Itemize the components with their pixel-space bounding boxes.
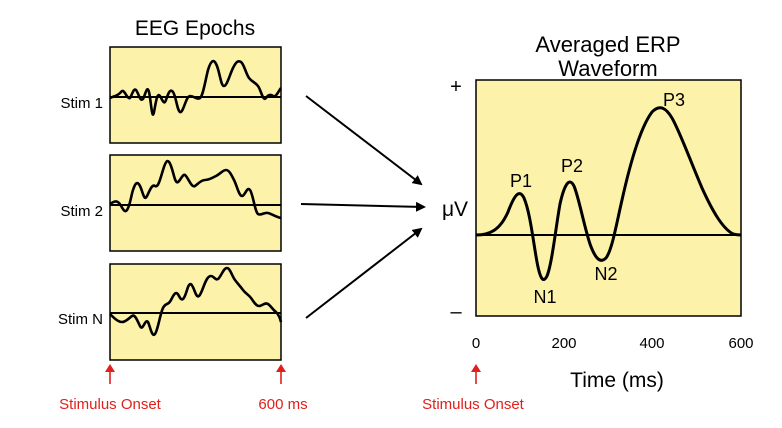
peak-label-p3: P3 [663, 90, 685, 110]
peak-label-n1: N1 [533, 287, 556, 307]
epoch-label-3: Stim N [58, 311, 103, 328]
x-tick-600: 600 [728, 335, 753, 352]
epoch-onset-arrow [105, 364, 115, 384]
epoch-label-2: Stim 2 [60, 203, 103, 220]
peak-label-p2: P2 [561, 156, 583, 176]
epoch-label-1: Stim 1 [60, 95, 103, 112]
epoch-trace-1 [109, 59, 283, 116]
epoch-trace-2 [109, 159, 282, 220]
erp-title-line-1: Averaged ERP [535, 32, 680, 57]
x-tick-0: 0 [472, 335, 480, 352]
x-tick-400: 400 [639, 335, 664, 352]
x-axis-label: Time (ms) [570, 369, 664, 392]
y-axis-label: μV [442, 198, 468, 221]
x-tick-200: 200 [551, 335, 576, 352]
epoch-panel-1 [109, 46, 282, 144]
erp-onset-arrow [471, 364, 481, 384]
average-arrow-3 [305, 227, 423, 319]
erp-title-line-2: Waveform [558, 56, 657, 81]
average-arrow-2 [300, 201, 426, 212]
peak-label-p1: P1 [510, 171, 532, 191]
epoch-onset-label: Stimulus Onset [59, 396, 162, 413]
erp-panel [475, 79, 742, 317]
erp-onset-label: Stimulus Onset [422, 396, 525, 413]
peak-label-n2: N2 [594, 264, 617, 284]
epochs-title: EEG Epochs [135, 17, 255, 40]
erp-waveform [475, 106, 742, 281]
epoch-end-label: 600 ms [258, 396, 307, 413]
epoch-trace-3 [109, 266, 283, 337]
epoch-end-arrow [276, 364, 286, 384]
average-arrow-1 [305, 95, 423, 186]
y-plus-label: + [450, 76, 462, 98]
y-minus-label: – [450, 301, 462, 323]
